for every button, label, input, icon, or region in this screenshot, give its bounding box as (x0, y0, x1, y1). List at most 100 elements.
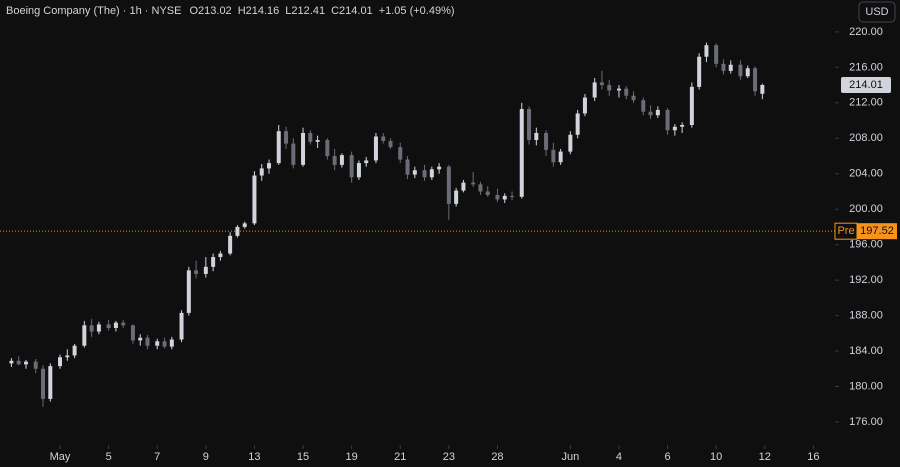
candle-body (58, 357, 63, 367)
ohlc-key: C (331, 5, 339, 17)
y-tick-label: 176.00 (849, 416, 883, 428)
x-tick-label: 6 (665, 451, 671, 463)
x-tick-label: 10 (710, 451, 722, 463)
candle-body (592, 82, 597, 98)
candle-body (284, 131, 289, 144)
x-tick-label: 19 (346, 451, 358, 463)
candle-body (575, 113, 580, 135)
candle-body (267, 163, 272, 169)
candle-body (502, 195, 507, 200)
candle-body (186, 270, 191, 313)
candle-body (155, 341, 160, 346)
candle-body (388, 140, 393, 148)
last-price-box (841, 77, 891, 94)
candle-body (203, 266, 208, 274)
x-tick-label: 7 (154, 451, 160, 463)
chart-title: Boeing Company (The) · 1h · NYSE O213.02 H… (6, 5, 455, 17)
candle-body (145, 337, 150, 346)
candle-body (446, 166, 451, 204)
candle-body (301, 132, 306, 165)
candle-body (697, 56, 702, 87)
x-tick-label: 12 (759, 451, 771, 463)
candle-body (616, 88, 621, 91)
x-tick-label: 9 (203, 451, 209, 463)
candle-body (510, 195, 515, 197)
candle-body (429, 169, 434, 178)
candle-body (121, 322, 126, 326)
candle-body (607, 85, 612, 91)
candle-body (65, 355, 70, 358)
ohlc-value: 214.01 (339, 5, 373, 17)
x-tick-label: 23 (443, 451, 455, 463)
candle-body (461, 182, 466, 191)
currency[interactable]: USD (865, 6, 888, 18)
candle-body (41, 368, 46, 399)
candle-body (252, 175, 257, 224)
candle-body (680, 124, 685, 127)
candle-body (485, 191, 490, 196)
candle-body (558, 151, 563, 163)
candle-body (349, 155, 354, 178)
candle-body (235, 226, 240, 236)
candle-body (760, 85, 765, 94)
ohlc-value: 214.16 (246, 5, 280, 17)
change: +1.05 (+0.49%) (379, 5, 455, 17)
candle-body (582, 97, 587, 114)
candle-body (412, 170, 417, 175)
y-tick-label: 208.00 (849, 132, 883, 144)
candle-body (551, 149, 556, 163)
candle-body (113, 322, 118, 328)
currency-button[interactable] (858, 1, 896, 23)
ohlc-key: L (285, 5, 291, 17)
candle-body (454, 190, 459, 204)
x-tick-label: 28 (491, 451, 503, 463)
candle-body (228, 235, 233, 254)
candle-body (33, 361, 38, 369)
candle-body (422, 170, 427, 178)
candle-body (16, 360, 21, 365)
candle-body (308, 132, 313, 142)
candle-body (568, 134, 573, 152)
x-tick-label: May (50, 451, 71, 463)
candle-body (665, 109, 670, 131)
candle-body (495, 195, 500, 200)
candle-body (721, 63, 726, 71)
candle-body (339, 155, 344, 165)
candle-body (738, 64, 743, 77)
x-tick-label: 13 (248, 451, 260, 463)
last-price: 214.01 (849, 79, 883, 91)
x-tick-label: 15 (297, 451, 309, 463)
candle-body (211, 257, 216, 267)
candle-body (194, 270, 199, 274)
candle-body (381, 136, 386, 141)
candle-body (714, 45, 719, 64)
candle-body (478, 184, 483, 192)
candle-body (728, 64, 733, 71)
candle-body (179, 312, 184, 340)
y-tick-label: 188.00 (849, 309, 883, 321)
ohlc-value: 213.02 (198, 5, 232, 17)
candle-body (162, 341, 167, 347)
candle-body (471, 182, 476, 185)
candle-body (276, 131, 281, 164)
candle-body (745, 68, 750, 77)
candle-body (218, 253, 223, 258)
candle-body (519, 109, 524, 197)
y-tick-label: 212.00 (849, 97, 883, 109)
candle-body (599, 82, 604, 86)
candle-body (9, 360, 14, 364)
candle-body (332, 156, 337, 165)
candle-body (364, 160, 369, 164)
ohlc-key: O (189, 5, 198, 17)
x-tick-label: 5 (106, 451, 112, 463)
candle-body (631, 95, 636, 101)
candle-body (356, 163, 361, 178)
candle-body (169, 339, 174, 347)
y-tick-label: 200.00 (849, 203, 883, 215)
candle-body (96, 324, 101, 332)
candle-body (72, 345, 77, 356)
pre-market-price: 197.52 (860, 225, 894, 237)
candle-body (753, 68, 758, 92)
candle-body (138, 337, 143, 341)
